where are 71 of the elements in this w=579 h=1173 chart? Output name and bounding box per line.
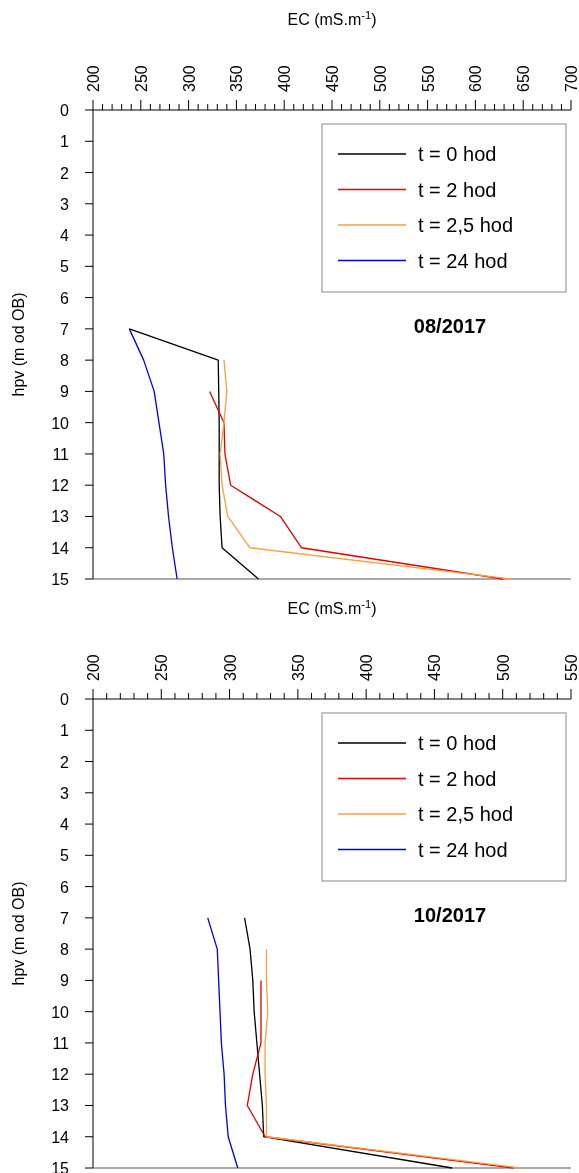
y-tick-label: 11 [52,445,70,463]
x-tick-label: 450 [324,65,341,92]
y-tick-label: 1 [60,133,70,151]
y-tick-label: 9 [60,972,70,990]
legend-label: t = 2,5 hod [418,803,514,825]
legend-label: t = 2 hod [418,767,497,790]
x-tick-label: 200 [85,65,102,92]
x-tick-label: 650 [515,65,533,92]
y-tick-label: 9 [60,383,70,401]
y-tick-label: 15 [51,571,70,588]
annotation: 10/2017 [413,904,487,926]
y-tick-label: 1 [60,722,70,740]
y-tick-label: 4 [60,816,70,834]
x-axis-title: EC (mS.m$^{-1}$) [287,9,377,28]
y-tick-label: 7 [60,909,70,927]
x-tick-label: 400 [276,65,294,92]
y-tick-label: 13 [51,1097,70,1115]
line-series [246,979,515,1169]
y-tick-label: 14 [51,539,70,557]
y-tick-label: 10 [51,414,70,432]
legend-label: t = 2,5 hod [418,214,514,236]
line-series [128,328,260,580]
x-tick-label: 350 [228,65,246,92]
y-tick-label: 11 [52,1034,70,1052]
y-tick-label: 12 [51,1066,70,1084]
y-tick-label: 6 [60,289,70,307]
line-series [219,359,512,580]
y-tick-label: 8 [60,352,70,370]
legend-label: t = 24 hod [418,249,508,272]
x-tick-label: 350 [289,654,307,681]
x-tick-label: 250 [153,654,171,681]
y-tick-label: 3 [60,784,70,802]
y-tick-label: 2 [60,164,70,182]
x-tick-label: 250 [132,65,150,92]
y-axis-title: hpv (m od OB) [10,881,27,986]
y-tick-label: 10 [51,1003,70,1021]
x-tick-label: 300 [180,65,198,92]
legend-label: t = 2 hod [418,178,497,201]
x-tick-label: 450 [426,654,444,681]
x-tick-label: 500 [494,654,512,681]
x-tick-label: 600 [467,65,485,92]
legend-label: t = 24 hod [418,838,508,861]
y-tick-label: 0 [60,102,70,119]
legend-label: t = 0 hod [418,732,497,754]
legend-label: t = 0 hod [418,143,497,165]
annotation: 08/2017 [413,315,487,337]
line-series [207,917,239,1169]
y-tick-label: 5 [60,847,70,865]
x-tick-label: 550 [419,65,437,92]
line-series [208,390,504,580]
line-series [264,948,522,1169]
y-tick-label: 2 [60,753,70,771]
y-tick-label: 4 [60,227,70,245]
x-tick-label: 400 [358,654,376,681]
y-tick-label: 14 [51,1128,70,1146]
y-tick-label: 13 [51,508,70,526]
x-tick-label: 200 [85,654,102,681]
x-tick-label: 500 [371,65,389,92]
y-tick-label: 5 [60,258,70,276]
x-tick-label: 300 [221,654,239,681]
x-tick-label: 550 [563,654,579,681]
y-axis-title: hpv (m od OB) [10,292,27,397]
y-tick-label: 12 [51,477,70,495]
y-tick-label: 7 [60,320,70,338]
x-axis-title: EC (mS.m$^{-1}$) [287,598,377,617]
y-tick-label: 6 [60,878,70,896]
y-tick-label: 8 [60,941,70,959]
x-tick-label: 700 [563,65,579,92]
y-tick-label: 3 [60,195,70,213]
line-series [128,328,178,580]
y-tick-label: 0 [60,691,70,708]
